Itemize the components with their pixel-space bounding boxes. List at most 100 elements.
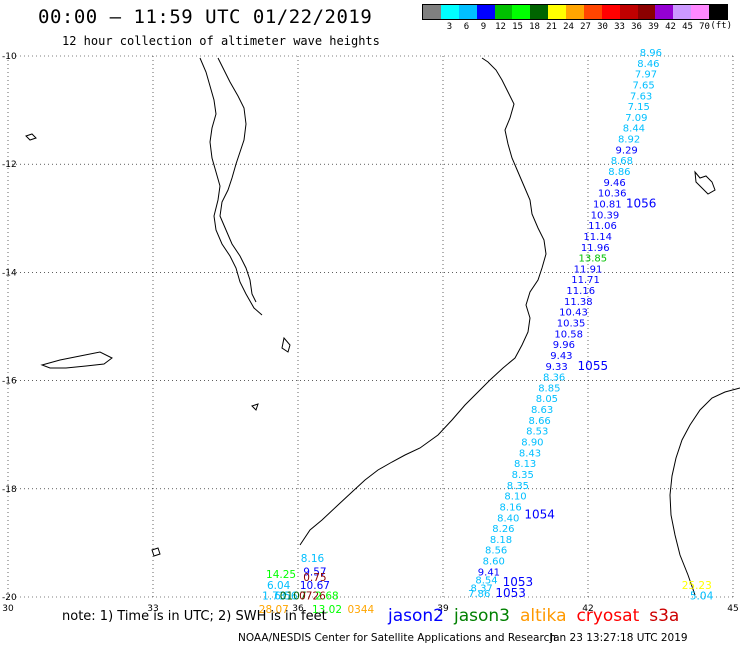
- legend-swatch: [691, 5, 709, 19]
- lon-tick-label: 30: [2, 604, 14, 614]
- satellite-legend: jason2 jason3 altika cryosat s3a: [388, 606, 689, 626]
- legend-label: 9: [480, 22, 487, 32]
- madagascar-north-tip: [694, 170, 716, 195]
- track-value: 10.36: [598, 189, 627, 200]
- map-title: 00:00 – 11:59 UTC 01/22/2019: [38, 6, 373, 28]
- legend-swatch: [530, 5, 549, 19]
- pass-time-label: 1053: [495, 586, 526, 600]
- track-value: 8.86: [608, 167, 630, 178]
- color-legend: 3 6 9 12 15 18 21 24 27 30 33 36 39 42 45 70 (ft): [422, 4, 732, 36]
- track-value: 11.16: [566, 286, 595, 297]
- coastal-value: 28.07: [259, 604, 289, 616]
- track-value: 8.13: [514, 459, 536, 470]
- legend-label: 12: [495, 22, 506, 32]
- legend-swatch: [566, 5, 584, 19]
- legend-label: 70: [699, 22, 710, 32]
- coastal-value: 10.67: [300, 580, 330, 592]
- lake-tanganyika-tip: [25, 133, 37, 141]
- track-value: 8.92: [618, 135, 640, 146]
- track-value: 11.38: [564, 297, 593, 308]
- legend-swatch: [512, 5, 531, 19]
- track-value: 9.29: [616, 145, 638, 156]
- track-value: 8.63: [531, 405, 553, 416]
- track-value: 8.96: [640, 48, 662, 59]
- legend-swatches: [422, 4, 728, 20]
- legend-label: 39: [648, 22, 659, 32]
- track-value: 7.86: [468, 589, 490, 600]
- legend-swatch: [548, 5, 566, 19]
- track-value: 8.40: [497, 513, 519, 524]
- satellite-jason2: jason2: [388, 606, 444, 626]
- satellite-s3a: s3a: [649, 606, 680, 626]
- pass-time-label: 1053: [503, 575, 534, 589]
- track-value: 8.05: [536, 394, 558, 405]
- pass-time-label: 1056: [626, 196, 657, 210]
- track-value: 8.37: [471, 584, 493, 595]
- small-island: [251, 403, 259, 411]
- track-value: 9.46: [603, 178, 625, 189]
- footer-credit: NOAA/NESDIS Center for Satellite Applica…: [238, 632, 556, 644]
- track-value: 9.33: [545, 362, 567, 373]
- coastal-value: 25.23: [682, 580, 712, 592]
- track-value: 11.91: [574, 264, 603, 275]
- lon-tick-label: 39: [437, 604, 449, 614]
- legend-label: 27: [580, 22, 591, 32]
- track-value: 11.06: [588, 221, 617, 232]
- legend-label: 33: [614, 22, 625, 32]
- track-value: 11.71: [571, 275, 600, 286]
- track-value: 9.41: [478, 567, 500, 578]
- track-value: 9.96: [553, 340, 575, 351]
- legend-label: 18: [529, 22, 540, 32]
- track-value: 11.96: [581, 243, 610, 254]
- lat-tick-label: -14: [2, 268, 17, 278]
- lon-tick-label: 36: [292, 604, 304, 614]
- coastline: [25, 57, 740, 596]
- lake-malawi: [217, 57, 257, 303]
- legend-swatch: [619, 5, 638, 19]
- track-value: 8.35: [507, 481, 529, 492]
- legend-label: 6: [463, 22, 470, 32]
- inland-water: [151, 547, 161, 557]
- satellite-jason3: jason3: [454, 606, 510, 626]
- lat-tick-label: -12: [2, 160, 17, 170]
- legend-unit: (ft): [710, 21, 732, 31]
- legend-label: 45: [682, 22, 693, 32]
- coastal-value: 9.57: [303, 566, 326, 578]
- coastal-wave-values: 8.16 14.25 9.570.75 6.04 10.67 1.736.56010707…: [259, 553, 714, 616]
- track-value: 8.56: [485, 546, 507, 557]
- coastal-value: 1.73: [262, 591, 285, 603]
- legend-label: 21: [546, 22, 557, 32]
- legend-label: 36: [631, 22, 642, 32]
- track-value: 8.54: [475, 575, 497, 586]
- legend-swatch: [673, 5, 692, 19]
- track-value: 10.39: [591, 210, 620, 221]
- lat-tick-label: -18: [2, 485, 17, 495]
- legend-swatch: [494, 5, 513, 19]
- lat-tick-label: -16: [2, 377, 17, 387]
- legend-swatch: [583, 5, 602, 19]
- altimeter-track-values: 8.968.467.977.657.637.157.098.448.929.29…: [468, 48, 662, 600]
- lake-kariba: [40, 351, 113, 369]
- coastal-value: 8.16: [301, 553, 325, 565]
- africa-coastline: [299, 57, 547, 546]
- track-value: 9.43: [550, 351, 572, 362]
- coastal-value: 6.56: [274, 591, 298, 603]
- legend-swatch: [637, 5, 656, 19]
- legend-label: 30: [597, 22, 608, 32]
- coastal-value: 6.04: [267, 580, 291, 592]
- legend-swatch: [655, 5, 674, 19]
- track-value: 8.43: [519, 448, 541, 459]
- coastal-value: 14.25: [266, 569, 296, 581]
- legend-swatch: [458, 5, 477, 19]
- track-value: 8.60: [483, 557, 505, 568]
- coastal-value: 0.75: [303, 572, 326, 584]
- track-value: 8.85: [538, 383, 560, 394]
- track-value: 8.26: [492, 524, 514, 535]
- legend-swatch: [423, 5, 441, 19]
- track-value: 8.10: [504, 492, 526, 503]
- track-value: 10.35: [557, 319, 586, 330]
- track-value: 8.53: [526, 427, 548, 438]
- track-value: 8.68: [611, 156, 633, 167]
- legend-labels: 3 6 9 12 15 18 21 24 27 30 33 36 39 42 45 70: [441, 22, 728, 32]
